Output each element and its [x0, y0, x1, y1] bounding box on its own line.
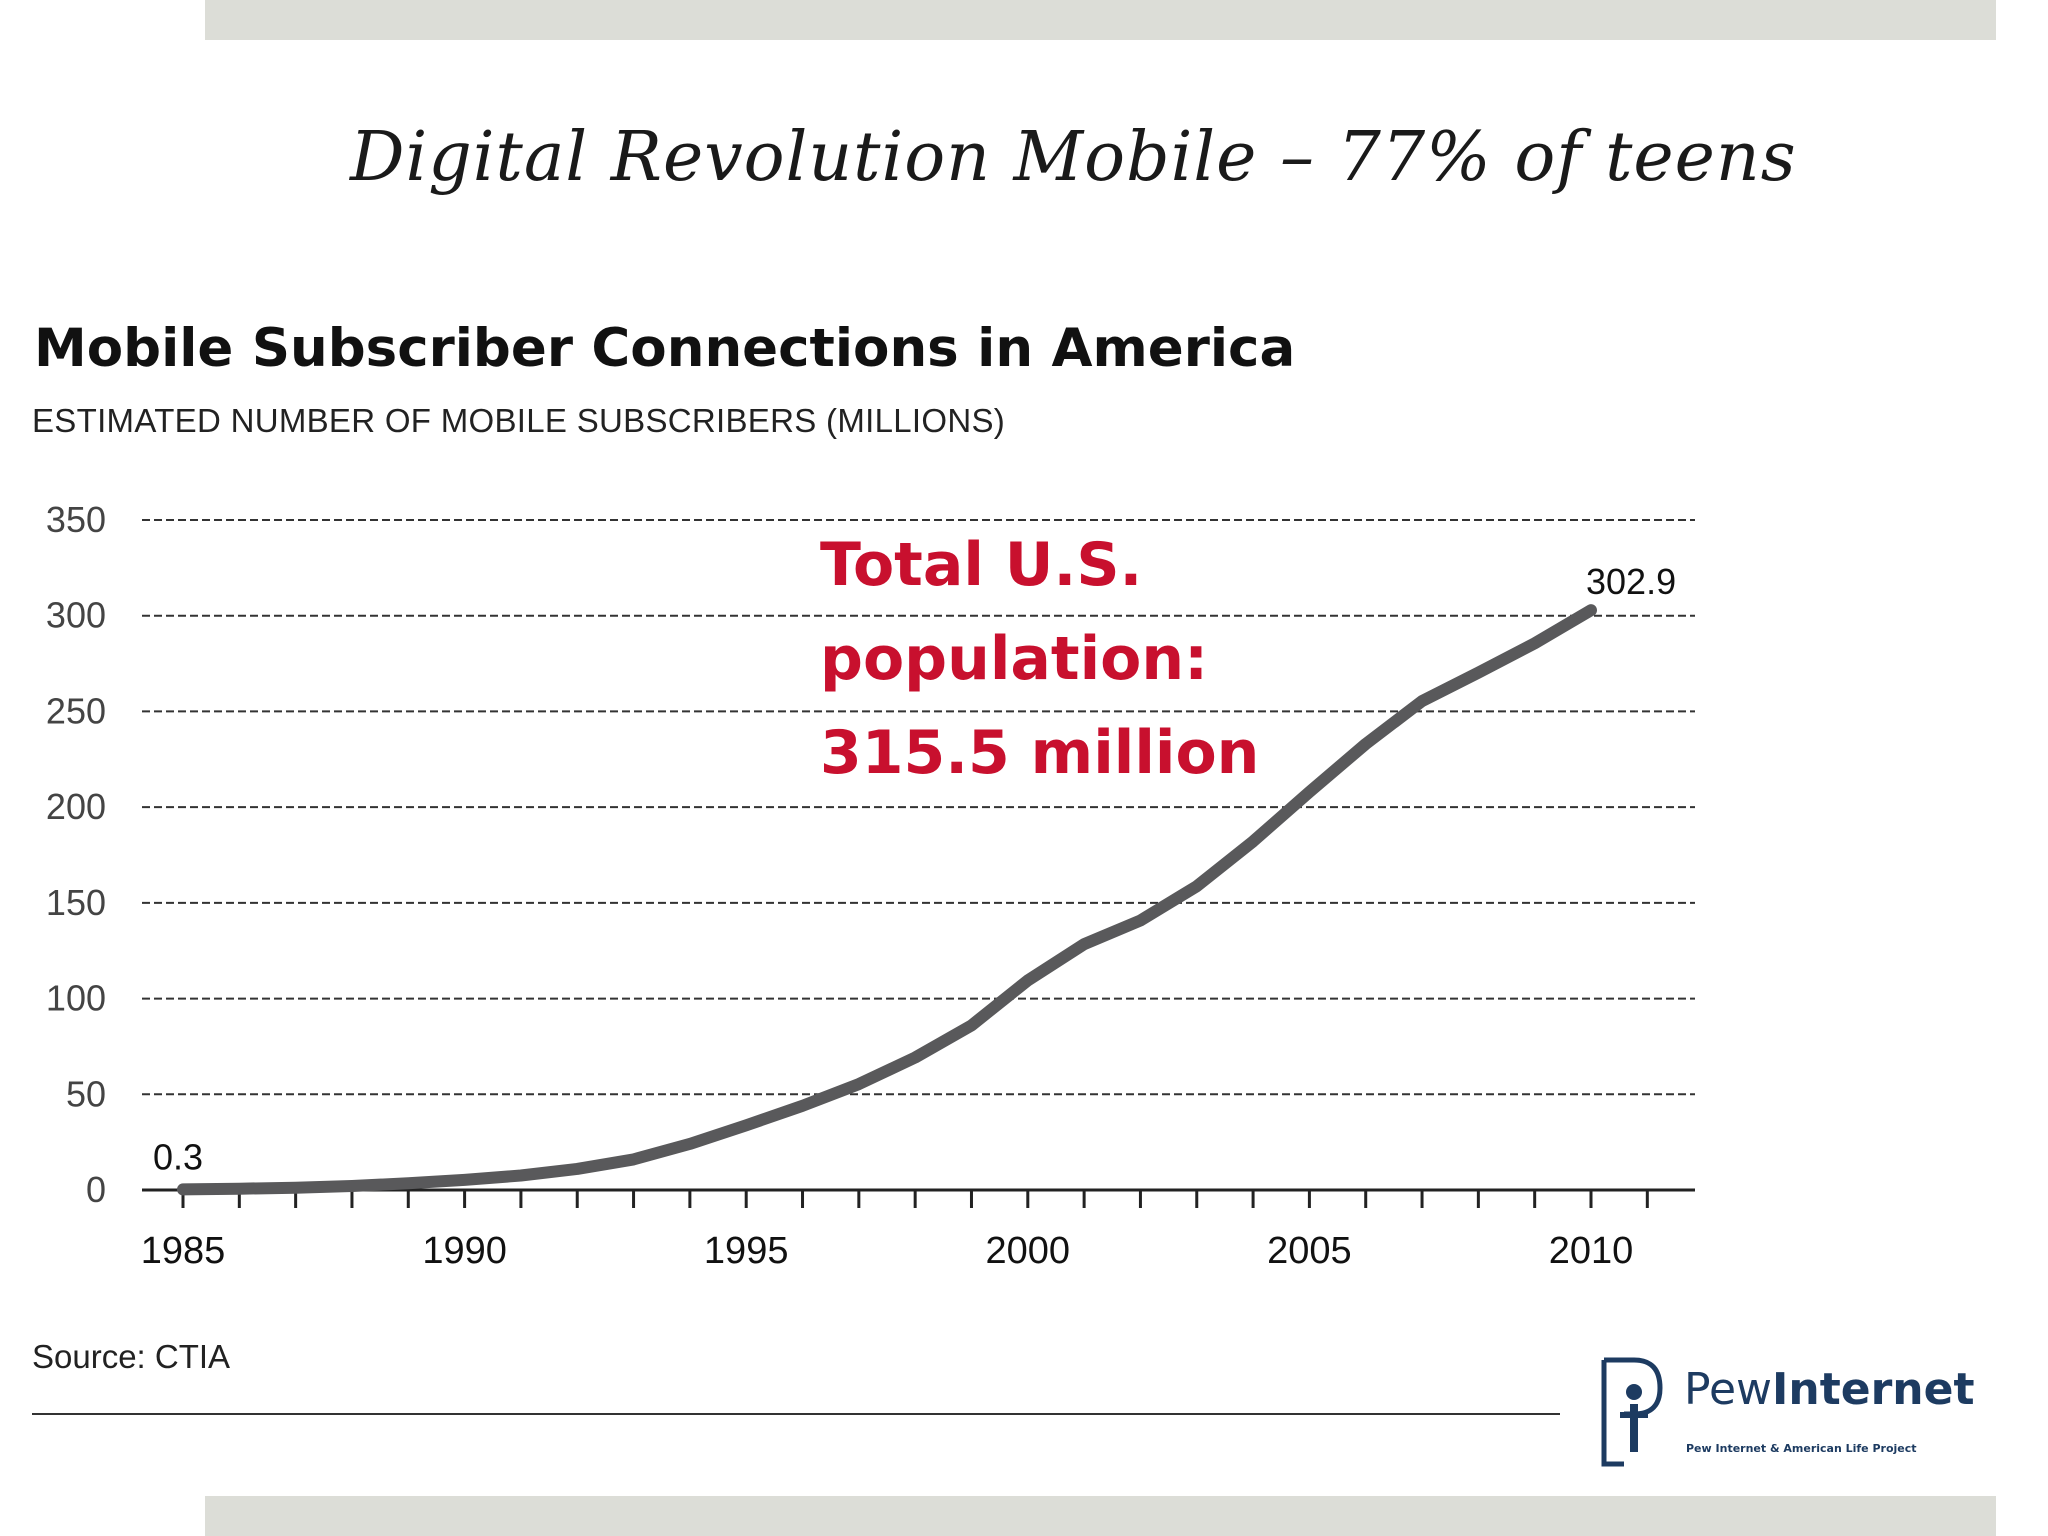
x-tick-label: 1985 [141, 1230, 226, 1272]
pew-internet-logo: PewInternet Pew Internet & American Life… [1594, 1352, 1975, 1472]
bottom-band [205, 1496, 1996, 1536]
annotation-line-1: Total U.S. [820, 530, 1143, 600]
y-tick-label: 250 [46, 690, 106, 731]
y-tick-label: 200 [46, 786, 106, 827]
x-tick-label: 2000 [986, 1230, 1071, 1272]
annotation-line-2: population: [820, 624, 1209, 694]
x-tick-label: 1990 [422, 1230, 507, 1272]
logo-word-pew: Pew [1684, 1364, 1773, 1415]
y-tick-label: 50 [66, 1073, 106, 1114]
data-label-start: 0.3 [153, 1136, 203, 1177]
chart-title: Mobile Subscriber Connections in America [34, 318, 1296, 379]
y-tick-label: 100 [46, 978, 106, 1019]
pew-logo-icon [1601, 1357, 1663, 1467]
y-tick-label: 0 [86, 1169, 106, 1210]
logo-wordmark: PewInternet [1684, 1364, 1975, 1415]
line-chart: 350 300 250 200 150 100 50 0 1985 1990 1995 2000 200… [46, 499, 1695, 1272]
annotation-line-3: 315.5 million [820, 718, 1260, 788]
chart-subtitle: ESTIMATED NUMBER OF MOBILE SUBSCRIBERS (… [32, 402, 1006, 439]
logo-tagline: Pew Internet & American Life Project [1686, 1442, 1917, 1455]
y-tick-label: 350 [46, 499, 106, 540]
data-label-end: 302.9 [1586, 561, 1676, 602]
slide-title: Digital Revolution Mobile – 77% of teens [350, 118, 1797, 197]
x-tick-label: 1995 [704, 1230, 789, 1272]
x-tick-label: 2005 [1267, 1230, 1352, 1272]
population-annotation: Total U.S. population: 315.5 million [820, 518, 1340, 800]
footer-divider [32, 1413, 1560, 1415]
y-tick-label: 300 [46, 595, 106, 636]
x-tick-label: 2010 [1549, 1230, 1634, 1272]
y-tick-label: 150 [46, 882, 106, 923]
logo-word-internet: Internet [1772, 1364, 1975, 1415]
source-note: Source: CTIA [32, 1338, 231, 1375]
top-band [205, 0, 1996, 40]
series-line [177, 604, 1597, 1196]
